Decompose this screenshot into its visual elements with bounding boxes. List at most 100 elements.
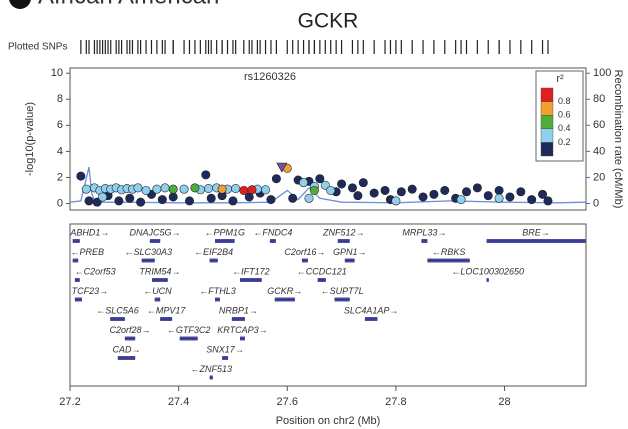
gene-body	[274, 297, 295, 302]
snp-point	[201, 170, 211, 180]
y-tick-label: 2	[57, 171, 63, 183]
legend-swatch	[540, 101, 554, 116]
gene-label: BRE→	[522, 227, 550, 237]
gene-body	[74, 278, 80, 282]
gene-body	[110, 317, 125, 321]
snp-point	[429, 189, 439, 199]
chart-title: GCKR	[298, 10, 359, 33]
gene-label: ABHD1→	[69, 227, 109, 237]
gene-body	[364, 317, 378, 321]
y-tick-label: 6	[57, 119, 63, 131]
snp-point	[396, 187, 406, 197]
gene-body	[149, 239, 161, 243]
snp-point	[347, 183, 357, 193]
gene-body	[301, 258, 308, 263]
legend-swatch	[540, 87, 554, 102]
snp-point	[472, 183, 482, 193]
gene-label: SNX17→	[206, 344, 244, 354]
snp-point	[418, 192, 428, 202]
gene-body	[222, 356, 229, 360]
snp-point	[326, 185, 336, 195]
gene-label: MRPL33→	[402, 227, 446, 237]
gene-label: ←SUPT7L	[321, 286, 364, 296]
gene-frame	[69, 223, 587, 387]
snp-point	[76, 171, 86, 181]
gene-label: ←FNDC4	[253, 227, 292, 237]
snp-point	[239, 185, 249, 195]
x-tick-label: 27.8	[385, 396, 406, 408]
x-axis-label: Position on chr2 (Mb)	[276, 415, 381, 427]
gene-body	[72, 239, 80, 243]
gene-body	[337, 239, 350, 243]
y2-tick-label: 80	[593, 93, 605, 105]
header-text: African American	[38, 0, 219, 9]
snp-point	[266, 195, 276, 205]
gene-body	[160, 317, 173, 321]
y2-tick-label: 100	[593, 67, 611, 79]
gene-label: ←MPV17	[147, 305, 187, 315]
gene-body	[240, 336, 245, 341]
gene-label: TCF23→	[72, 286, 109, 296]
snp-point	[84, 196, 94, 206]
snp-point	[369, 188, 379, 198]
gene-label: KRTCAP3→	[217, 325, 267, 335]
gene-body	[209, 375, 213, 380]
gene-label: CAD→	[112, 344, 140, 354]
gene-body	[240, 278, 262, 282]
snp-point	[206, 193, 216, 203]
legend-tick-label: 0.4	[558, 123, 571, 133]
gene-label: ←LOC100302650	[451, 266, 524, 276]
snp-point	[407, 184, 417, 194]
gene-label: ←RBKS	[432, 247, 466, 257]
snp-point	[81, 184, 91, 194]
gene-label: ←SLC30A3	[124, 247, 172, 257]
legend-tick-label: 0.6	[558, 110, 571, 120]
gene-label: GPN1→	[333, 247, 367, 257]
legend-title: r²	[556, 73, 564, 85]
gene-label: TRIM54→	[139, 266, 180, 276]
snp-point	[228, 196, 238, 206]
snp-point	[315, 174, 325, 184]
snp-point	[92, 197, 102, 207]
gene-label: ←SLC5A6	[96, 305, 139, 315]
gene-label: ←ZNF513	[190, 364, 232, 374]
gene-label: ZNF512→	[322, 227, 365, 237]
snp-point	[380, 185, 390, 195]
gene-body	[269, 239, 276, 243]
gene-label: SLC4A1AP→	[344, 305, 399, 315]
snp-point	[160, 183, 170, 193]
x-tick-label: 27.4	[168, 396, 189, 408]
gene-body	[72, 258, 79, 263]
gene-body	[427, 258, 470, 263]
gene-label: ←PPM1G	[205, 227, 246, 237]
snp-point	[184, 196, 194, 206]
snp-point	[505, 192, 515, 202]
snp-point	[179, 184, 189, 194]
snp-point	[114, 196, 124, 206]
gene-body	[74, 297, 82, 302]
gene-body	[486, 239, 586, 243]
gene-body	[344, 258, 355, 263]
snp-point	[204, 184, 214, 194]
snp-point	[309, 185, 319, 195]
gene-label: ←PREB	[70, 247, 104, 257]
snp-point	[538, 189, 548, 199]
snp-point	[516, 187, 526, 197]
snp-point	[391, 196, 401, 206]
gene-body	[215, 239, 235, 243]
gene-body	[334, 297, 350, 302]
gene-label: DNAJC5G→	[129, 227, 180, 237]
snp-point	[543, 196, 553, 206]
y2-tick-label: 20	[593, 171, 605, 183]
snp-point	[231, 184, 241, 194]
snp-point	[288, 193, 298, 203]
header-icon	[9, 0, 31, 9]
snp-point	[136, 197, 146, 207]
annotation: rs1260326	[244, 71, 296, 83]
snp-point	[358, 178, 368, 188]
gene-label: ←GTF3C2	[167, 325, 211, 335]
snp-point	[133, 183, 143, 193]
snp-point	[157, 195, 167, 205]
gene-body	[486, 278, 489, 282]
